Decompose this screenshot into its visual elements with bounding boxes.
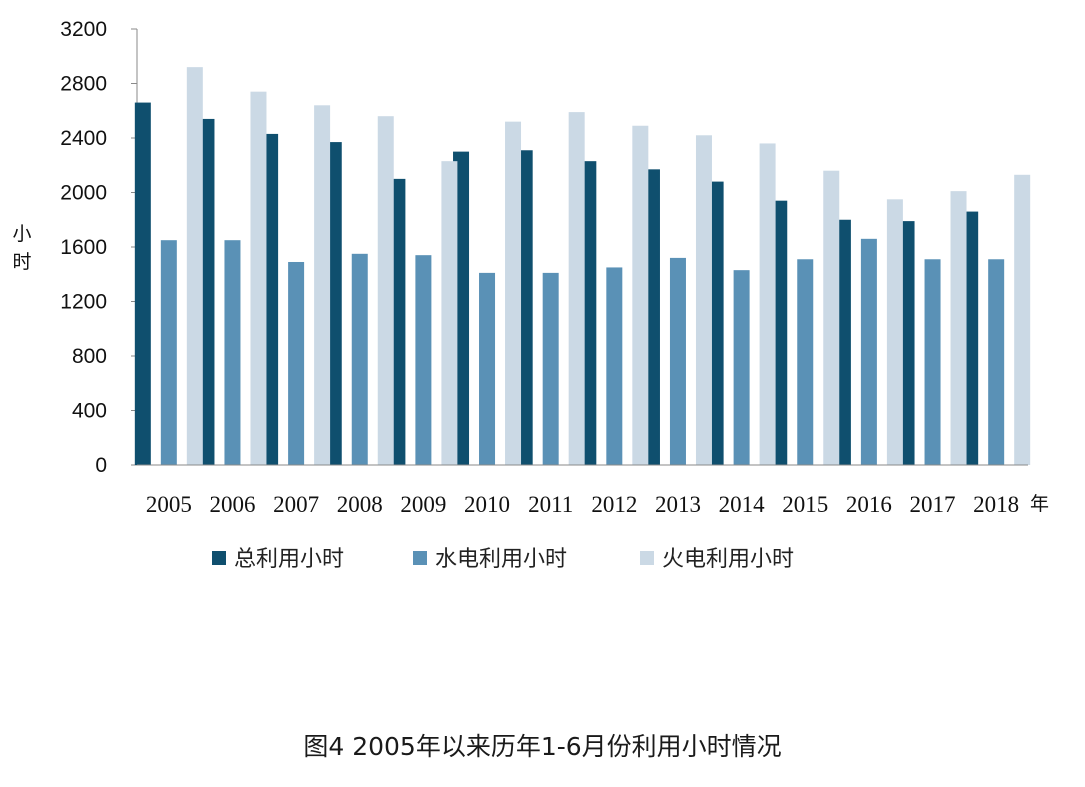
x-axis: 2005 2006 2007 2008 2009 2010 2011 2012 2013 2014…	[137, 464, 1028, 517]
bar-series-3	[250, 91, 267, 466]
legend-swatch	[413, 551, 427, 565]
x-tick-label: 2009	[400, 492, 446, 517]
legend-swatch	[212, 551, 226, 565]
x-tick-label: 2014	[719, 492, 766, 517]
y-tick-label: 2400	[60, 127, 107, 150]
y-tick-label: 0	[95, 454, 107, 477]
bar-series-2	[288, 261, 305, 465]
bar-series-2	[924, 259, 941, 465]
y-axis-title-char-2: 时	[12, 251, 31, 273]
x-tick-label: 2010	[464, 492, 510, 517]
y-tick-label: 2000	[60, 182, 107, 205]
x-tick-label: 2006	[209, 492, 255, 517]
bar-series-3	[950, 191, 967, 465]
bar-series-3	[759, 143, 776, 465]
bar-series-3	[377, 116, 394, 465]
x-axis-title: 年	[1030, 493, 1049, 515]
legend-label: 火电利用小时	[662, 547, 794, 572]
bar-series-2	[351, 253, 368, 465]
bar-series-2	[860, 238, 877, 465]
bar-series-3	[186, 67, 203, 466]
bar-series-2	[415, 255, 432, 465]
bar-series-3	[632, 125, 649, 466]
bar-series-2	[733, 270, 750, 465]
bar-series-3	[1014, 174, 1031, 465]
x-tick-label: 2008	[337, 492, 383, 517]
bar-series-3	[695, 135, 712, 465]
y-tick-label: 2800	[60, 73, 107, 96]
legend-label: 水电利用小时	[435, 547, 567, 572]
x-tick-label: 2016	[846, 492, 892, 517]
bar-series-2	[479, 272, 496, 465]
legend-label: 总利用小时	[234, 547, 344, 572]
x-tick-label: 2005	[146, 492, 192, 517]
bar-series-2	[606, 267, 623, 465]
bar-series-2	[669, 257, 686, 465]
x-tick-label: 2007	[273, 492, 319, 517]
x-tick-label: 2012	[591, 492, 637, 517]
bar-series-2	[988, 259, 1005, 465]
y-tick-label: 1200	[60, 291, 107, 314]
bar-chart: 0 400 800 1200 1600 2000 2400 2800 3200 2005 2006…	[12, 18, 1049, 572]
x-tick-label: 2015	[782, 492, 828, 517]
legend: 总利用小时 水电利用小时 火电利用小时	[212, 547, 794, 572]
bar-series-3	[568, 112, 585, 466]
x-tick-label: 2017	[910, 492, 956, 517]
y-tick-label: 400	[72, 400, 107, 423]
legend-swatch	[640, 551, 654, 565]
bar-series-2	[797, 259, 814, 465]
y-tick-label: 1600	[60, 236, 107, 259]
figure-caption: 图4 2005年以来历年1-6月份利用小时情况	[303, 732, 782, 761]
y-axis: 0 400 800 1200 1600 2000 2400 2800 3200	[60, 18, 138, 477]
x-tick-label: 2011	[528, 492, 573, 517]
bar-series-3	[314, 105, 331, 466]
bar-series-2	[224, 240, 241, 465]
y-axis-title-char-1: 小	[12, 223, 31, 245]
y-tick-label: 3200	[60, 18, 107, 41]
bar-series-3	[886, 199, 903, 465]
x-tick-label: 2018	[973, 492, 1019, 517]
bar-series-3	[823, 170, 840, 465]
bar-series-3	[505, 121, 522, 466]
bar-series-3	[441, 161, 458, 465]
bar-series-2	[160, 240, 177, 465]
x-tick-label: 2013	[655, 492, 701, 517]
bar-series-1	[134, 102, 151, 465]
y-tick-label: 800	[72, 345, 107, 368]
bar-series-2	[542, 272, 559, 465]
bars-group	[134, 67, 1031, 466]
